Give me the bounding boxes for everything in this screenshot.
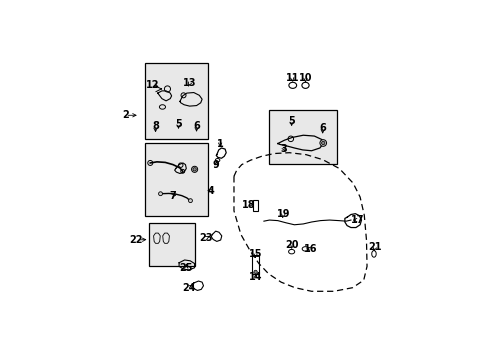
Bar (149, 223, 195, 266)
Text: 6: 6 (319, 123, 325, 133)
Text: 5: 5 (175, 118, 182, 129)
Text: 23: 23 (199, 233, 213, 243)
Text: 17: 17 (351, 215, 364, 225)
Text: 9: 9 (212, 160, 219, 170)
Text: 12: 12 (145, 80, 159, 90)
Circle shape (158, 192, 162, 196)
Bar (145, 143, 207, 216)
Text: 8: 8 (152, 121, 159, 131)
Text: 1: 1 (216, 139, 223, 149)
Text: 24: 24 (182, 283, 195, 293)
Text: 22: 22 (129, 235, 143, 245)
Circle shape (188, 199, 192, 203)
Circle shape (253, 270, 257, 274)
Bar (252, 200, 257, 211)
Text: 15: 15 (248, 249, 262, 260)
Text: 19: 19 (276, 209, 289, 219)
Text: 16: 16 (303, 244, 316, 254)
Text: 5: 5 (287, 116, 294, 126)
Text: 13: 13 (183, 78, 196, 89)
Circle shape (193, 168, 196, 171)
Bar (252, 255, 259, 274)
Text: 7: 7 (169, 191, 176, 201)
Text: 20: 20 (285, 240, 298, 250)
Text: 11: 11 (285, 73, 298, 83)
Text: 4: 4 (207, 186, 214, 196)
Text: 21: 21 (367, 243, 381, 252)
Circle shape (319, 140, 326, 146)
Text: 3: 3 (280, 144, 286, 153)
Text: 2: 2 (122, 110, 128, 120)
Text: 14: 14 (248, 273, 262, 283)
Bar (268, 110, 336, 164)
Bar (145, 63, 207, 139)
Text: 10: 10 (298, 73, 312, 84)
Circle shape (321, 141, 324, 145)
Circle shape (191, 166, 197, 172)
Text: 18: 18 (242, 199, 256, 210)
Text: 25: 25 (179, 263, 193, 273)
Text: 6: 6 (193, 121, 200, 131)
